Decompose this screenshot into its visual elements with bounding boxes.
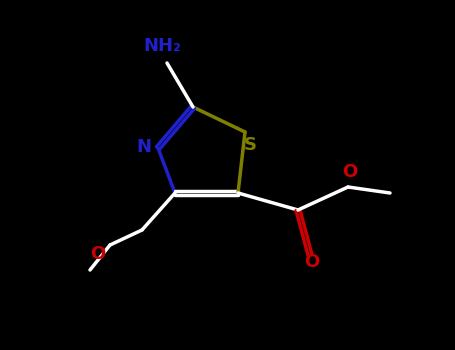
- Text: N: N: [136, 138, 152, 156]
- Text: NH₂: NH₂: [143, 37, 181, 55]
- Text: O: O: [304, 253, 319, 271]
- Text: O: O: [91, 245, 106, 263]
- Text: S: S: [243, 136, 257, 154]
- Text: O: O: [342, 163, 358, 181]
